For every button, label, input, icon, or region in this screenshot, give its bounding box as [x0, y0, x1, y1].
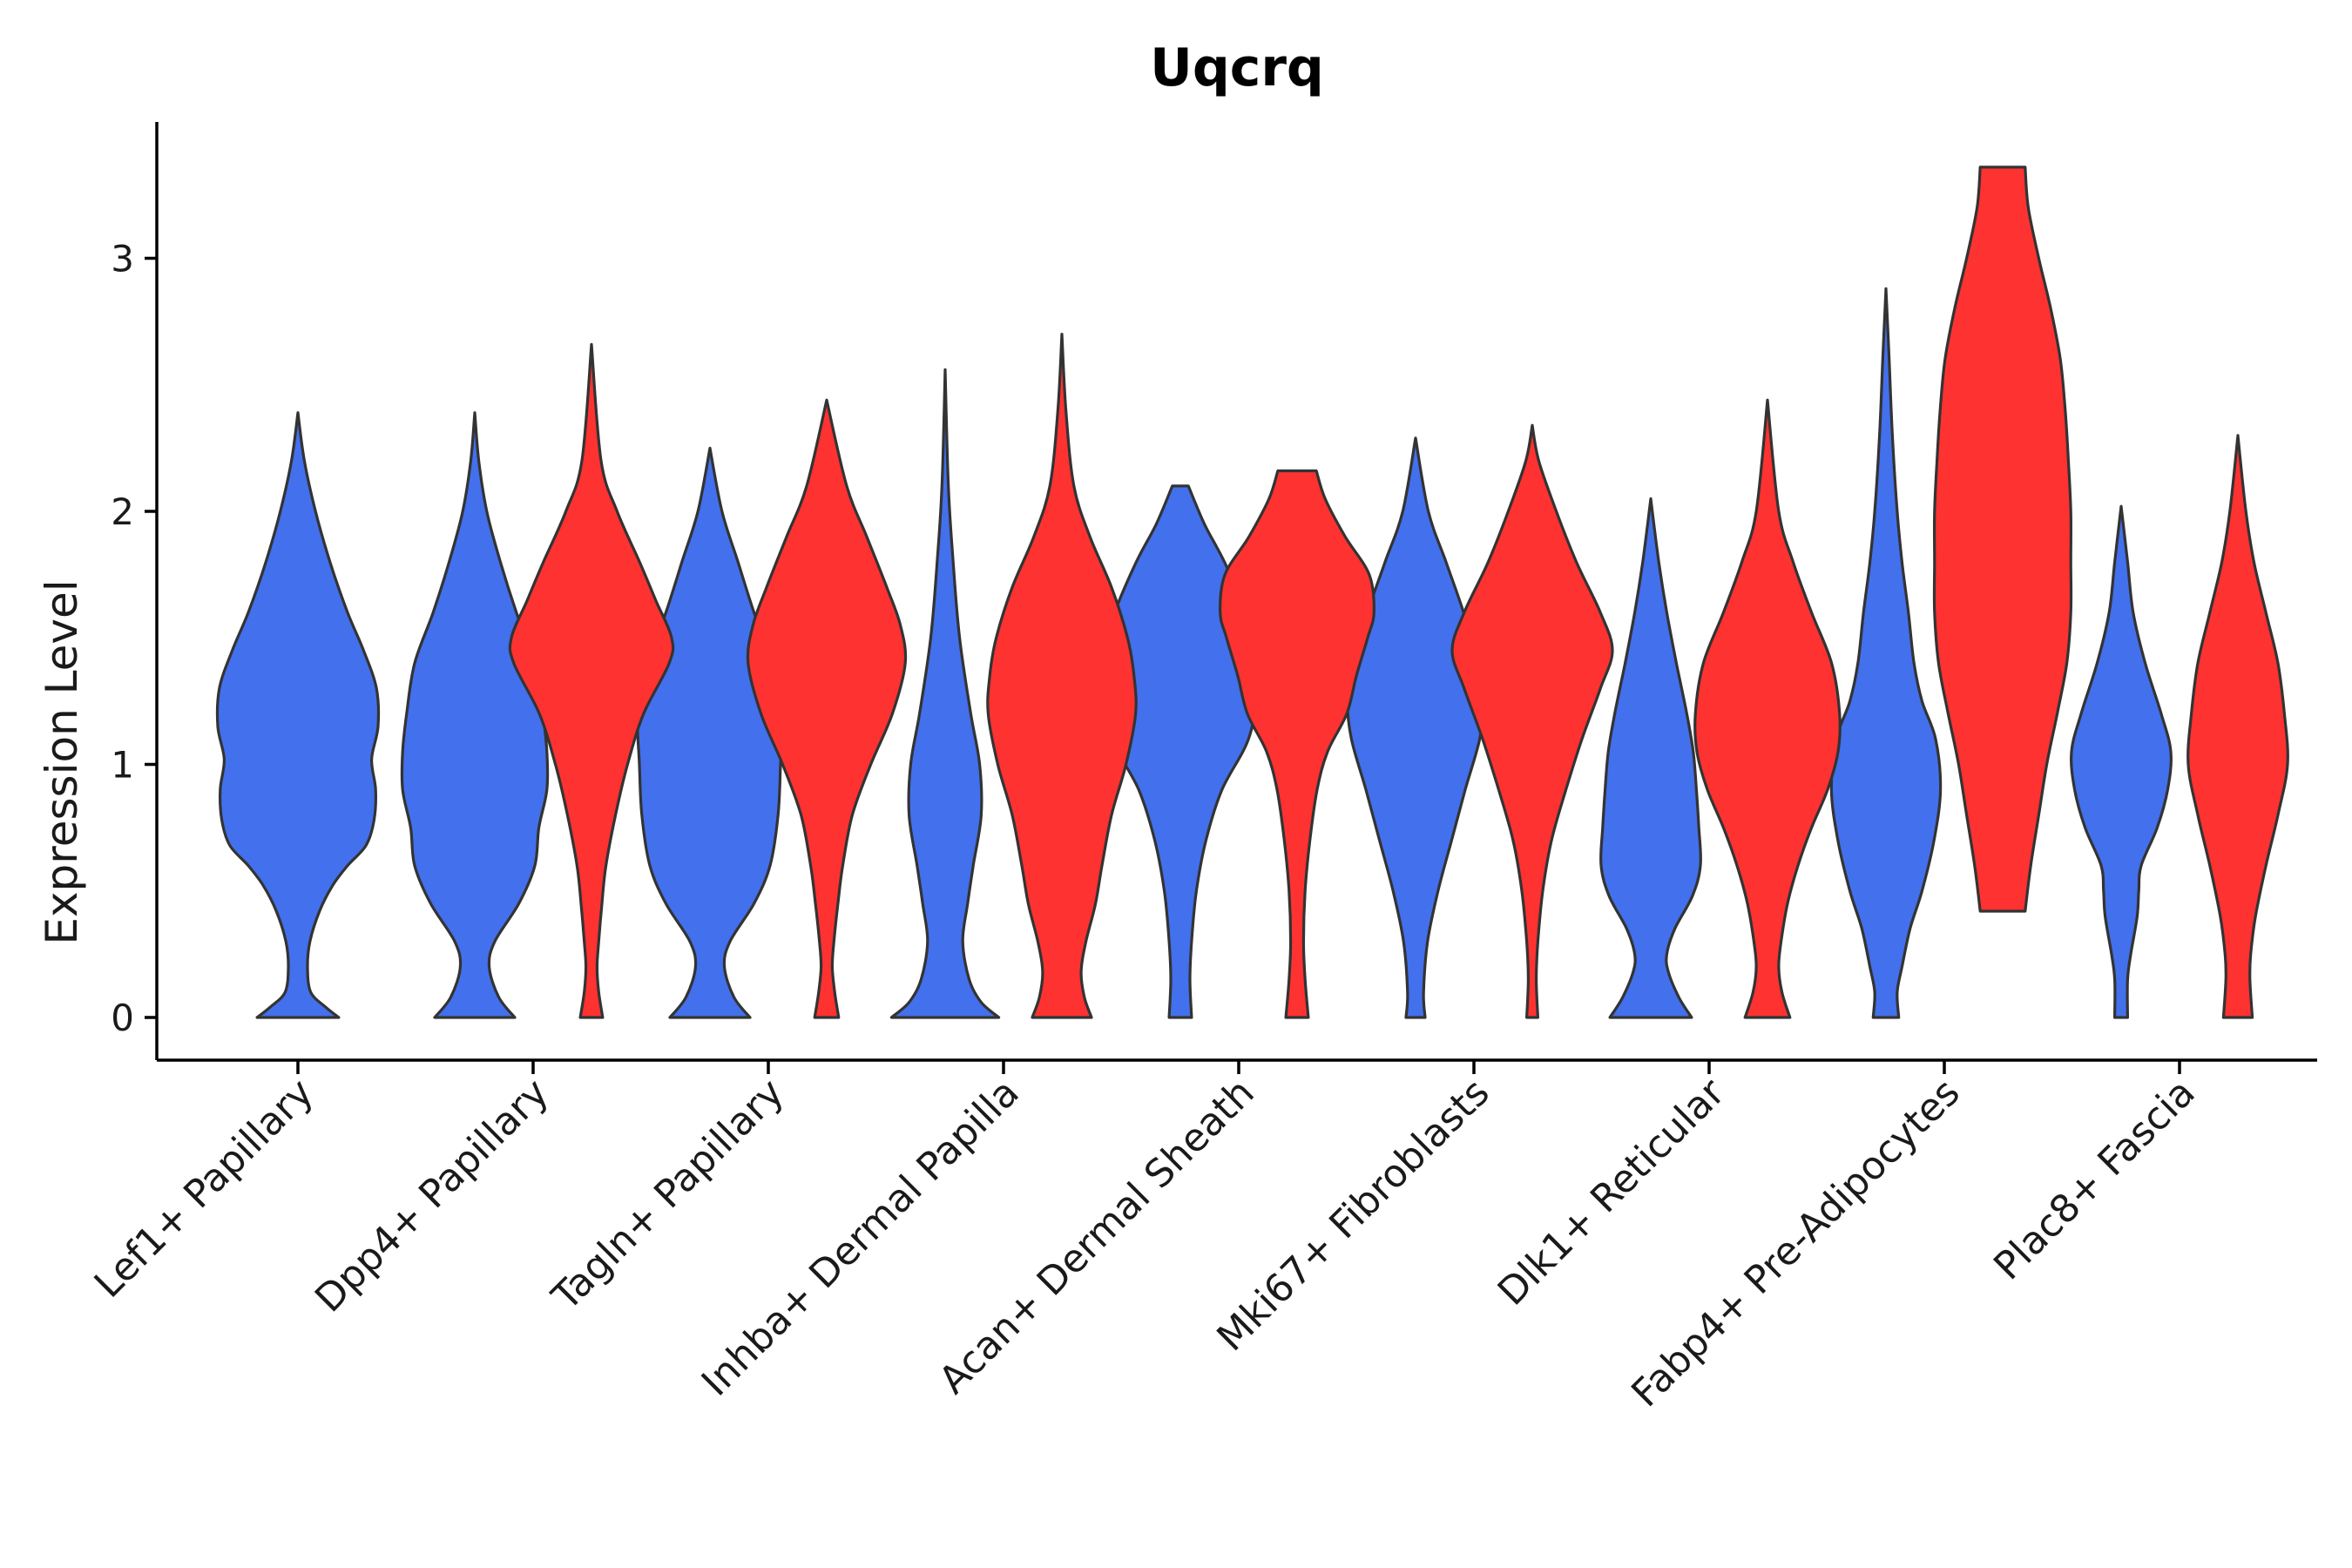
violin-group1-fabp4-pre-adipocytes	[1829, 287, 1943, 1019]
violin-layer	[215, 166, 2289, 1019]
violin-group2-inhba-dermal-papilla	[986, 333, 1138, 1019]
violin-group1-tagln-papillary	[636, 446, 784, 1019]
y-tick-label: 3	[111, 238, 134, 280]
axes	[155, 122, 2317, 1062]
violin-group1-mki67-fibroblasts	[1346, 436, 1485, 1019]
violin-group1-dpp4-papillary	[400, 411, 550, 1019]
violin-group2-dlk1-reticular	[1693, 398, 1842, 1019]
x-tick-label: Dlk1+ Reticular	[1490, 1070, 1734, 1315]
violin-group2-tagln-papillary	[746, 398, 908, 1019]
violin-group1-inhba-dermal-papilla	[889, 368, 1001, 1019]
violin-group2-mki67-fibroblasts	[1450, 423, 1614, 1019]
violin-group1-plac8-fascia	[2070, 504, 2173, 1019]
y-axis-label: Expression Level	[37, 579, 87, 944]
chart-title: Uqcrq	[1150, 37, 1324, 98]
violin-group1-lef1-papillary	[215, 411, 381, 1019]
y-axis-ticks: 0 1 2 3	[111, 238, 157, 1039]
x-tick-label: Tagln+ Papillary	[544, 1071, 793, 1320]
x-tick-label: Lef1+ Papillary	[86, 1071, 322, 1307]
x-tick-label: Plac8+ Fascia	[1985, 1071, 2204, 1289]
violin-group2-dpp4-papillary	[508, 342, 675, 1019]
y-tick-label: 1	[111, 744, 134, 787]
violin-group2-fabp4-pre-adipocytes	[1932, 166, 2073, 913]
x-tick-label: Mki67+ Fibroblasts	[1208, 1071, 1497, 1360]
violin-group2-plac8-fascia	[2186, 434, 2289, 1019]
violin-group1-dlk1-reticular	[1599, 497, 1702, 1019]
violin-group2-acan-dermal-sheath	[1219, 469, 1375, 1019]
y-tick-label: 0	[111, 997, 134, 1039]
x-tick-label: Dpp4+ Papillary	[307, 1071, 558, 1321]
y-tick-label: 2	[111, 490, 134, 533]
